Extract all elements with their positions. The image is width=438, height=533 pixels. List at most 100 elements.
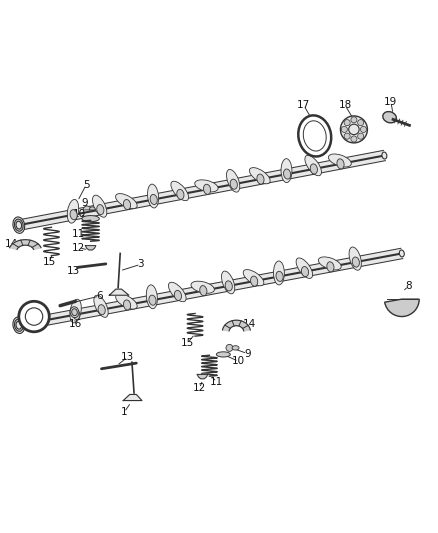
Text: 10: 10 [73,209,86,219]
Polygon shape [197,375,208,379]
Ellipse shape [276,271,283,281]
Text: 10: 10 [232,357,245,366]
Wedge shape [385,299,419,317]
Circle shape [358,133,364,139]
Ellipse shape [73,310,80,319]
Text: 16: 16 [69,319,82,329]
Ellipse shape [226,169,240,192]
Text: 12: 12 [72,243,85,253]
Ellipse shape [337,159,344,169]
Text: 15: 15 [42,257,56,267]
Ellipse shape [25,308,43,325]
Ellipse shape [70,209,77,220]
Ellipse shape [200,286,207,296]
Text: 13: 13 [121,352,134,362]
Text: 15: 15 [181,338,194,348]
Text: 6: 6 [96,291,102,301]
Circle shape [226,344,233,351]
Ellipse shape [281,159,292,183]
Ellipse shape [191,281,214,293]
Ellipse shape [177,189,184,199]
Ellipse shape [97,205,104,215]
Wedge shape [83,206,91,210]
Ellipse shape [216,352,230,357]
Circle shape [358,119,364,126]
Ellipse shape [349,247,361,270]
Ellipse shape [230,179,237,189]
Ellipse shape [94,295,108,317]
Ellipse shape [146,285,157,309]
Text: 12: 12 [193,383,206,393]
Polygon shape [18,150,385,230]
Polygon shape [18,248,403,330]
Text: 8: 8 [405,281,412,291]
Ellipse shape [249,167,270,184]
Text: 1: 1 [121,407,127,417]
Ellipse shape [149,295,156,305]
Ellipse shape [195,180,218,192]
Circle shape [360,126,367,133]
Ellipse shape [327,262,334,272]
Ellipse shape [13,317,25,334]
Ellipse shape [352,257,360,267]
Ellipse shape [14,319,23,332]
Text: 9: 9 [81,198,88,208]
Text: 3: 3 [138,260,144,269]
Ellipse shape [174,290,181,301]
Ellipse shape [82,215,99,222]
Ellipse shape [310,164,318,174]
Circle shape [351,117,357,123]
Ellipse shape [225,281,232,291]
Ellipse shape [204,184,211,195]
Text: 5: 5 [83,180,89,190]
Ellipse shape [257,174,264,184]
Text: 14: 14 [4,239,18,249]
Polygon shape [223,320,250,331]
Ellipse shape [243,270,264,286]
Ellipse shape [222,271,235,294]
Ellipse shape [283,169,291,179]
Ellipse shape [67,199,79,223]
Ellipse shape [301,266,309,277]
Text: 14: 14 [243,319,256,329]
Text: 7: 7 [16,318,23,328]
Circle shape [341,126,347,133]
Circle shape [344,133,350,139]
Ellipse shape [150,195,157,205]
Text: 11: 11 [210,377,223,387]
Text: 9: 9 [244,349,251,359]
Wedge shape [89,207,95,210]
Ellipse shape [169,282,186,302]
Ellipse shape [399,250,404,257]
Ellipse shape [383,111,396,123]
Text: 11: 11 [72,229,85,239]
Ellipse shape [116,294,137,309]
Ellipse shape [298,115,331,157]
Ellipse shape [251,276,258,286]
Circle shape [349,124,359,135]
Polygon shape [123,394,142,400]
Ellipse shape [13,217,25,233]
Polygon shape [85,246,96,250]
Ellipse shape [303,121,326,151]
Ellipse shape [318,257,341,270]
Text: 13: 13 [67,266,80,276]
Ellipse shape [382,152,387,159]
Ellipse shape [328,154,351,167]
Ellipse shape [14,219,23,231]
Ellipse shape [171,181,189,201]
Ellipse shape [340,116,367,143]
Circle shape [344,119,350,126]
Polygon shape [110,289,129,295]
Ellipse shape [98,305,105,315]
Ellipse shape [296,258,313,278]
Ellipse shape [116,193,137,208]
Text: 17: 17 [297,100,311,110]
Ellipse shape [273,261,284,285]
Ellipse shape [70,307,79,318]
Circle shape [351,136,357,142]
Ellipse shape [124,300,131,310]
Ellipse shape [232,346,239,350]
Ellipse shape [19,301,49,332]
Ellipse shape [16,321,21,329]
